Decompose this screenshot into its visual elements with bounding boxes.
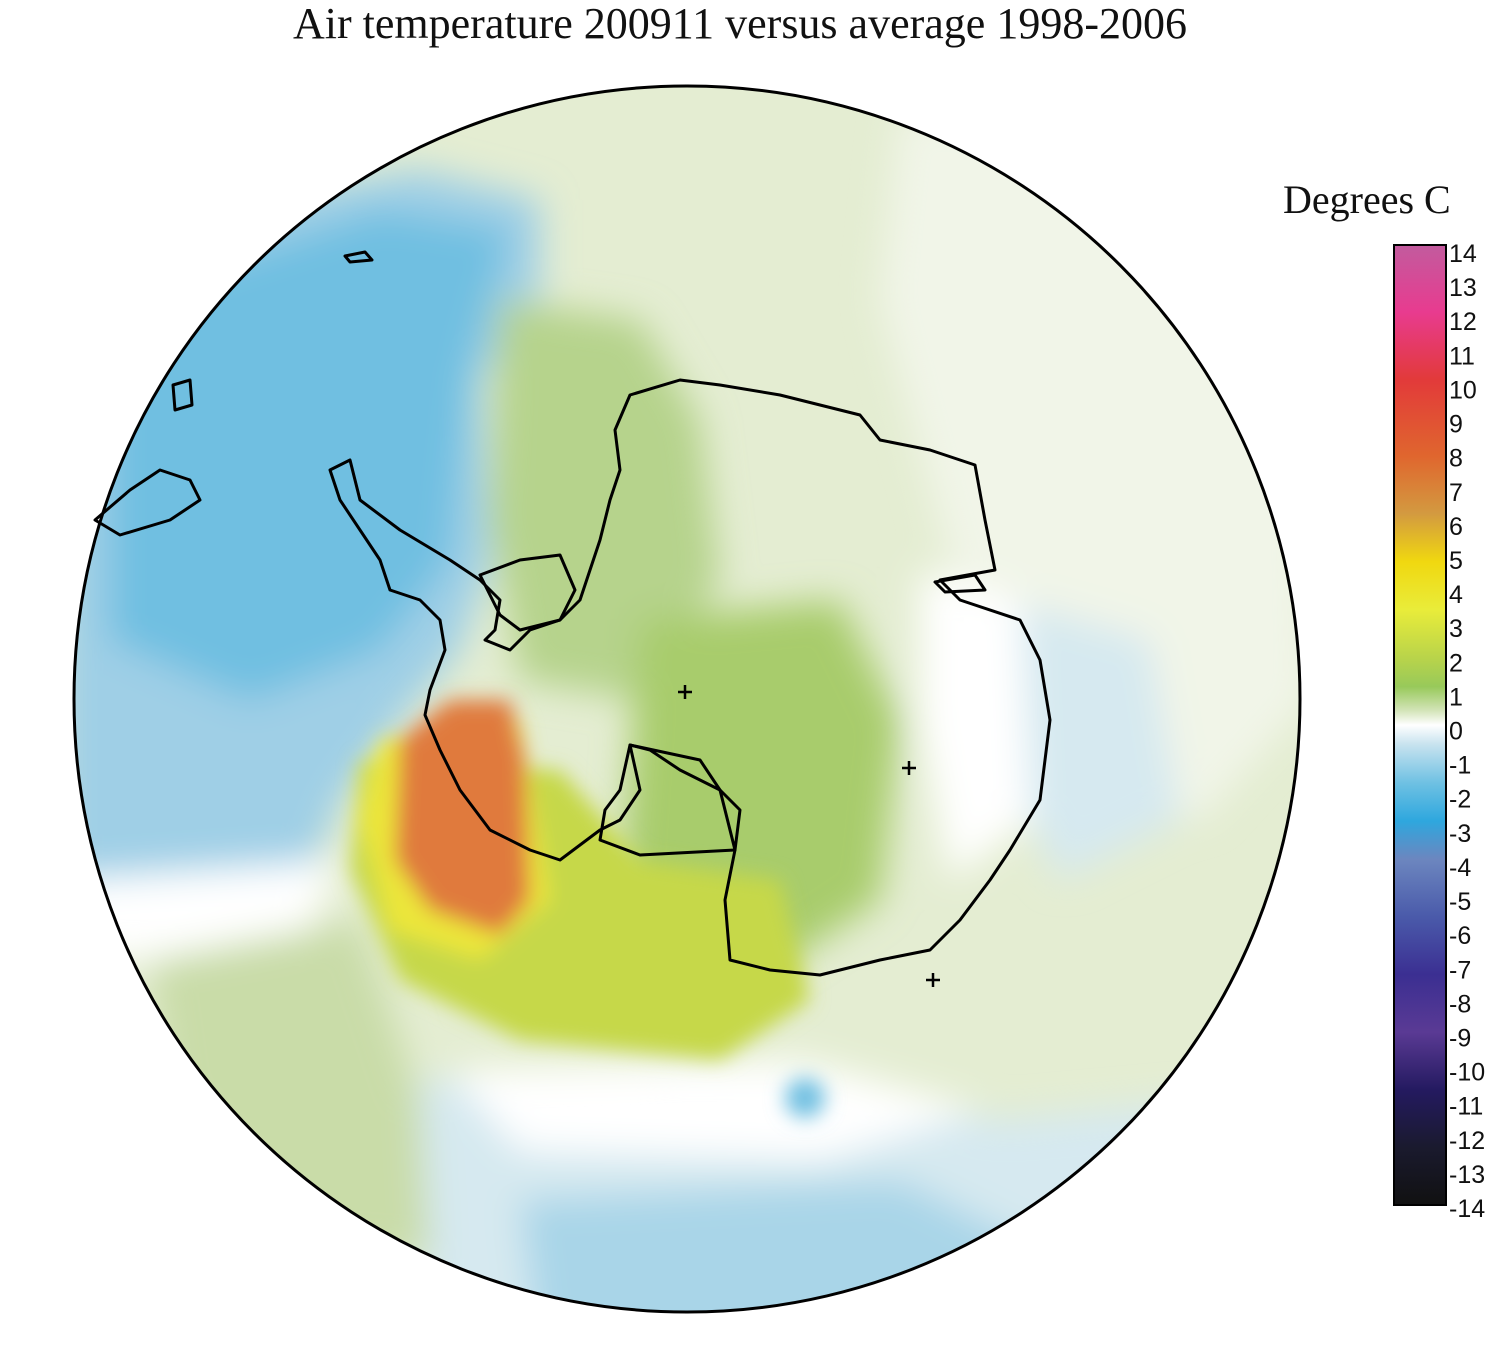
coastline: [93, 250, 1052, 977]
ross-ice-shelf: [598, 743, 737, 857]
colorbar-tick-label: 0: [1449, 718, 1463, 746]
chart-title: Air temperature 200911 versus average 19…: [293, 0, 1187, 48]
colorbar-ticks: 14131211109876543210-1-2-3-4-5-6-7-8-9-1…: [1449, 240, 1485, 1223]
colorbar-tick-label: -7: [1449, 956, 1471, 984]
plus-marker-east: [902, 761, 916, 775]
legend-title: Degrees C: [1283, 177, 1451, 222]
antarctica-outline: [328, 378, 1052, 977]
map-disc-outline: [72, 84, 1302, 1314]
colorbar-tick-label: 6: [1449, 513, 1463, 541]
markers: [678, 685, 940, 987]
weddell-ice-shelf: [478, 553, 577, 632]
colorbar-tick-label: 14: [1449, 240, 1477, 268]
field-west-cold: [110, 210, 510, 700]
colorbar-tick-label: 2: [1449, 649, 1463, 677]
colorbar-tick-label: 12: [1449, 308, 1477, 336]
field-cold-spot: [785, 1078, 825, 1118]
colorbar-tick-label: 8: [1449, 445, 1463, 473]
colorbar-tick-label: 5: [1449, 547, 1463, 575]
field-east-cool: [1010, 600, 1180, 880]
field-southwest-warm: [150, 920, 430, 1260]
colorbar-tick-label: -11: [1449, 1093, 1483, 1121]
temperature-field: [74, 86, 1300, 1312]
plus-marker-pole: [678, 685, 692, 699]
field-peninsula-warm: [490, 300, 720, 700]
colorbar: 14131211109876543210-1-2-3-4-5-6-7-8-9-1…: [1393, 240, 1485, 1223]
colorbar-tick-label: -12: [1449, 1127, 1485, 1155]
colorbar-tick-label: -3: [1449, 820, 1471, 848]
colorbar-scale: [1393, 244, 1447, 1206]
plus-marker-southeast: [926, 973, 940, 987]
colorbar-tick-label: -6: [1449, 922, 1471, 950]
colorbar-tick-label: -13: [1449, 1161, 1485, 1189]
colorbar-tick-label: -5: [1449, 888, 1471, 916]
colorbar-tick-label: 3: [1449, 615, 1463, 643]
island-west: [171, 378, 194, 412]
island-north: [343, 250, 374, 264]
colorbar-tick-label: -9: [1449, 1024, 1471, 1052]
field-south-cooler: [520, 1180, 1060, 1312]
colorbar-tick-label: 1: [1449, 683, 1463, 711]
field-south-white: [450, 1060, 980, 1160]
colorbar-tick-label: -10: [1449, 1059, 1485, 1087]
colorbar-tick-label: -14: [1449, 1195, 1485, 1223]
colorbar-tick-label: 10: [1449, 376, 1477, 404]
colorbar-tick-label: 4: [1449, 581, 1463, 609]
colorbar-tick-label: -4: [1449, 854, 1471, 882]
colorbar-tick-label: 7: [1449, 479, 1463, 507]
amery-shelf: [933, 573, 987, 594]
colorbar-tick-label: -2: [1449, 786, 1471, 814]
field-west-white: [74, 860, 340, 960]
colorbar-tick-label: -1: [1449, 752, 1471, 780]
colorbar-tick-label: -8: [1449, 990, 1471, 1018]
colorbar-tick-label: 9: [1449, 411, 1463, 439]
field-east-white: [920, 570, 1030, 880]
colorbar-tick-label: 13: [1449, 274, 1477, 302]
south-america-fragment: [93, 468, 202, 537]
field-hot-core: [395, 700, 530, 935]
colorbar-tick-label: 11: [1449, 342, 1475, 370]
